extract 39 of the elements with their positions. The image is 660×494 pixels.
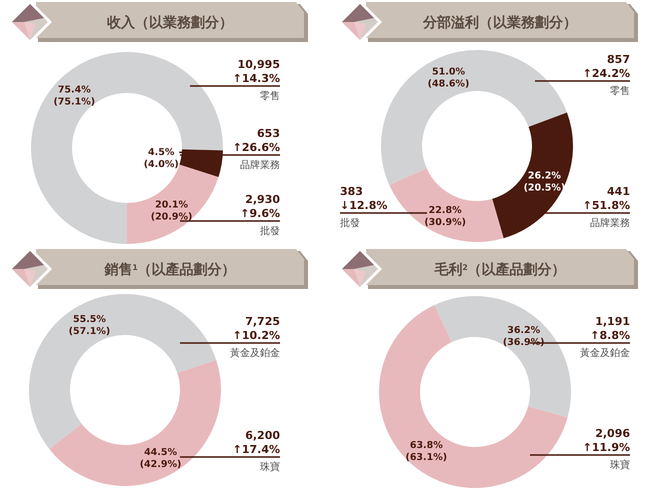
text: 2,096 ↑11.9% (582, 427, 630, 454)
chart-title: 毛利$^{2}$（以產品劃分） (433, 261, 566, 278)
slice-label: 品牌業務 (240, 159, 280, 171)
slice-label: 珠寶 (260, 461, 280, 473)
data-label: 20.1% (20.9%) (150, 199, 192, 222)
donut-slice (379, 304, 568, 488)
text: 1,191 ↑8.8% (590, 315, 630, 342)
data-label: 55.5% (57.1%) (68, 314, 110, 337)
text: 653 ↑26.6% (232, 127, 280, 154)
donut-slice (434, 296, 571, 418)
text: 10,995 ↑14.3% (232, 58, 280, 85)
text: 6,200 ↑17.4% (232, 429, 280, 456)
chart-title: 收入（以業務劃分） (107, 15, 233, 31)
data-label: 44.5% (42.9%) (140, 447, 182, 470)
donut-slice (29, 294, 216, 450)
text: 7,725 ↑10.2% (232, 315, 280, 342)
data-label: 36.2% (36.9%) (502, 324, 545, 348)
text: 441 ↑51.8% (582, 185, 630, 212)
chart-title: 分部溢利（以業務劃分） (422, 14, 577, 31)
donut-slice (49, 360, 221, 486)
slice-label: 黃金及鉑金 (580, 347, 630, 359)
slice-label: 零售 (260, 90, 280, 102)
slice-label: 黃金及鉑金 (230, 347, 280, 359)
slice-label: 品牌業務 (590, 217, 630, 229)
slice-label: 零售 (610, 85, 630, 97)
data-label: 63.8% (63.1%) (405, 440, 448, 464)
data-label: 4.5% (4.0%) (144, 146, 179, 170)
data-label: 22.8% (30.9%) (424, 204, 466, 228)
slice-label: 珠寶 (610, 459, 630, 471)
slice-label: 批發 (340, 217, 360, 229)
slice-label: 批發 (260, 225, 280, 237)
text: 2,930 ↑9.6% (240, 193, 280, 220)
chart-title: 銷售$^{1}$（以產品劃分） (103, 262, 236, 278)
text: 857 ↑24.2% (582, 53, 630, 80)
data-label: 75.4% (75.1%) (53, 84, 96, 108)
donut-slice (31, 52, 223, 244)
donut-slice (389, 168, 504, 242)
text: 383 ↓12.8% (340, 185, 388, 212)
data-label: 51.0% (48.6%) (428, 66, 470, 90)
